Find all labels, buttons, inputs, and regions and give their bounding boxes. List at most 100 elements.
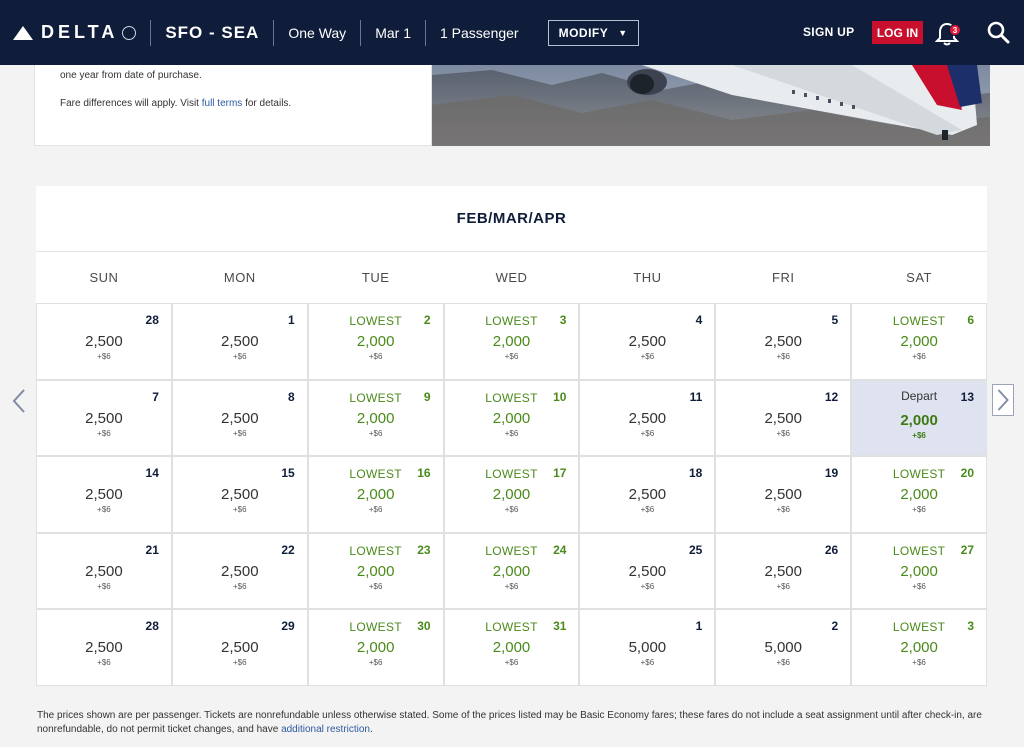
calendar-day-cell[interactable]: 2,500 +$6 28	[36, 303, 172, 380]
day-number: 23	[417, 542, 431, 557]
day-number: 21	[145, 542, 159, 557]
calendar-day-cell[interactable]: LOWEST 2,000 +$6 17	[443, 456, 580, 533]
route-label[interactable]: SFO - SEA	[165, 22, 260, 42]
fare-fee: +$6	[368, 352, 383, 361]
fare-price: 2,500	[764, 486, 802, 504]
nav-divider	[150, 19, 152, 46]
calendar-day-cell[interactable]: 2,500 +$6 12	[715, 379, 852, 457]
fare-fee: +$6	[368, 428, 383, 438]
day-number: 26	[824, 542, 839, 557]
calendar-day-cell[interactable]: 2,500 +$6 7	[36, 379, 172, 457]
calendar-day-cell[interactable]: 2,500 +$6 21	[36, 532, 172, 610]
passengers-label[interactable]: 1 Passenger	[439, 24, 519, 41]
fare-fee: +$6	[912, 658, 926, 668]
calendar-day-cell[interactable]: LOWEST 2,000 +$6 16	[307, 456, 444, 533]
fare-price: 5,000	[628, 639, 667, 657]
calendar-day-cell[interactable]: 2,500 +$6 15	[171, 456, 308, 533]
day-number: 2	[423, 313, 431, 327]
fare-fee: +$6	[776, 658, 791, 668]
fare-price: 2,000	[900, 562, 938, 580]
day-number: 6	[967, 313, 975, 327]
fare-fee: +$6	[776, 428, 791, 438]
full-terms-link[interactable]: full terms	[201, 98, 243, 109]
day-number: 31	[553, 619, 567, 634]
calendar-day-cell[interactable]: 2,500 +$6 26	[715, 532, 852, 610]
calendar-day-cell[interactable]: 2,500 +$6 8	[171, 379, 308, 457]
calendar-day-cell[interactable]: 2,500 +$6 1	[171, 303, 308, 380]
calendar-day-cell[interactable]: LOWEST 2,000 +$6 24	[443, 532, 580, 610]
day-number: 9	[423, 389, 431, 404]
day-number: 14	[145, 466, 159, 481]
calendar-day-cell[interactable]: 2,500 +$6 22	[171, 532, 308, 610]
trip-type-label[interactable]: One Way	[288, 24, 347, 41]
fare-price: 2,500	[628, 409, 667, 427]
chevron-down-icon: ▼	[618, 27, 628, 38]
day-number: 20	[960, 466, 975, 481]
fare-price: 2,500	[221, 562, 259, 580]
search-icon[interactable]	[986, 20, 1010, 44]
day-number: 13	[960, 389, 975, 404]
calendar-day-cell-selected[interactable]: Depart 2,000 +$6 13	[851, 379, 988, 457]
calendar-day-cell[interactable]: 2,500 +$6 5	[715, 303, 852, 380]
fare-price: 2,000	[492, 409, 531, 427]
calendar-day-cell[interactable]: LOWEST 2,000 +$6 3	[443, 303, 580, 380]
calendar-day-cell[interactable]: 2,500 +$6 28	[36, 609, 172, 686]
calendar-day-cell[interactable]: LOWEST 2,000 +$6 20	[851, 456, 988, 533]
additional-restriction-link[interactable]: additional restriction	[281, 724, 370, 735]
calendar-day-cell[interactable]: LOWEST 2,000 +$6 31	[443, 609, 580, 686]
calendar-day-cell[interactable]: 5,000 +$6 2	[715, 609, 852, 686]
calendar-day-cell[interactable]: LOWEST 2,000 +$6 3	[851, 609, 988, 686]
delta-logo[interactable]: DELTA	[13, 0, 137, 65]
globe-icon	[122, 25, 137, 40]
calendar-day-cell[interactable]: 2,500 +$6 11	[579, 379, 716, 457]
chevron-right-icon[interactable]	[992, 384, 1014, 416]
logo-text: DELTA	[41, 22, 119, 42]
sign-up-link[interactable]: SIGN UP	[803, 25, 855, 39]
calendar-day-cell[interactable]: LOWEST 2,000 +$6 2	[307, 303, 444, 380]
calendar-day-cell[interactable]: LOWEST 2,000 +$6 23	[307, 532, 444, 610]
fare-fee: +$6	[368, 581, 383, 591]
fare-tag: LOWEST	[485, 620, 538, 635]
calendar-day-cell[interactable]: 2,500 +$6 19	[715, 456, 852, 533]
day-number: 7	[152, 389, 159, 404]
fare-fee: +$6	[504, 352, 519, 361]
day-number: 30	[417, 619, 431, 634]
calendar-day-cell[interactable]: 2,500 +$6 14	[36, 456, 172, 533]
fare-disclaimer: The prices shown are per passenger. Tick…	[37, 709, 997, 737]
fare-tag: LOWEST	[349, 390, 402, 405]
weekday-thu: THU	[633, 270, 662, 285]
fare-tag: LOWEST	[892, 620, 946, 635]
calendar-day-cell[interactable]: 5,000 +$6 1	[579, 609, 716, 686]
calendar-day-cell[interactable]: LOWEST 2,000 +$6 9	[307, 379, 444, 457]
modify-button[interactable]: MODIFY ▼	[547, 19, 639, 46]
calendar-day-cell[interactable]: 2,500 +$6 25	[579, 532, 716, 610]
weekday-fri: FRI	[772, 270, 795, 285]
day-number: 5	[831, 313, 839, 327]
fare-price: 2,500	[628, 333, 667, 350]
fare-info-panel: one year from date of purchase. Fare dif…	[34, 65, 432, 146]
fare-price: 2,500	[628, 562, 667, 580]
day-number: 17	[553, 466, 567, 481]
calendar-day-cell[interactable]: LOWEST 2,000 +$6 27	[851, 532, 988, 610]
log-in-button[interactable]: LOG IN	[872, 21, 923, 44]
calendar-day-cell[interactable]: LOWEST 2,000 +$6 30	[307, 609, 444, 686]
notification-badge: 3	[949, 24, 961, 36]
calendar-day-cell[interactable]: LOWEST 2,000 +$6 10	[443, 379, 580, 457]
fare-price: 2,000	[900, 411, 938, 429]
fare-price: 2,000	[492, 562, 531, 580]
calendar-day-cell[interactable]: 2,500 +$6 4	[579, 303, 716, 380]
fare-price: 2,500	[85, 486, 123, 504]
fare-fee: +$6	[640, 658, 655, 668]
day-number: 12	[824, 389, 839, 404]
calendar-day-cell[interactable]: LOWEST 2,000 +$6 6	[851, 303, 988, 380]
chevron-left-icon[interactable]	[10, 388, 28, 414]
fare-tag: LOWEST	[485, 467, 538, 482]
weekday-mon: MON	[223, 270, 256, 285]
calendar-day-cell[interactable]: 2,500 +$6 18	[579, 456, 716, 533]
fare-fee: +$6	[233, 352, 247, 361]
date-label[interactable]: Mar 1	[375, 24, 411, 41]
fare-price: 2,000	[356, 639, 395, 657]
fare-tag: LOWEST	[349, 467, 402, 482]
calendar-day-cell[interactable]: 2,500 +$6 29	[171, 609, 308, 686]
day-number: 2	[831, 619, 839, 634]
